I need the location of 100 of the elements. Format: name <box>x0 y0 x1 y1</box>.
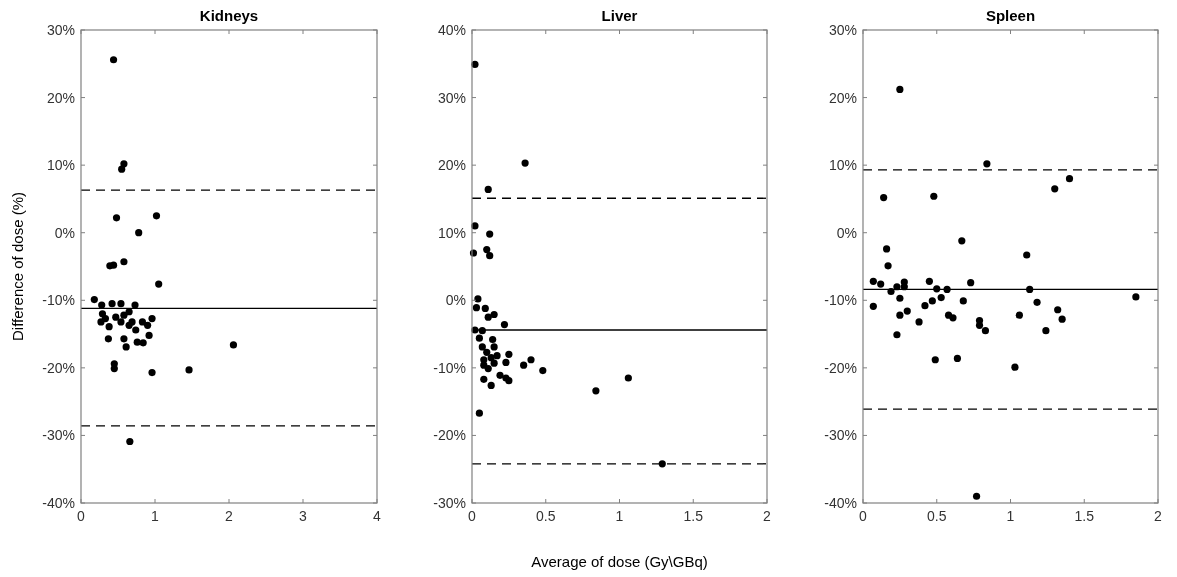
point <box>1042 327 1050 335</box>
x-tick-label: 1 <box>1006 508 1015 524</box>
point <box>144 321 152 329</box>
point <box>527 356 535 364</box>
point <box>90 296 98 304</box>
point <box>126 437 134 446</box>
y-tick-label: 10% <box>437 224 466 241</box>
point <box>869 302 877 310</box>
point <box>967 279 975 287</box>
x-tick-label: 2 <box>225 508 234 524</box>
point <box>483 246 491 254</box>
point <box>884 262 892 270</box>
x-tick-label: 4 <box>373 508 382 524</box>
point <box>478 343 486 351</box>
chart-title: Kidneys <box>199 7 259 24</box>
point <box>505 350 513 358</box>
x-tick-label: 0 <box>468 508 477 524</box>
y-tick-label: 30% <box>46 22 75 38</box>
y-tick-label: 0% <box>836 224 857 241</box>
point <box>928 297 936 305</box>
y-tick-label: -40% <box>824 495 857 511</box>
point <box>953 354 961 362</box>
point <box>500 321 509 329</box>
point <box>658 460 666 468</box>
point <box>887 287 895 296</box>
chart-title: Liver <box>601 7 638 24</box>
y-tick-label: -10% <box>433 359 466 376</box>
point <box>893 283 901 291</box>
point <box>981 327 990 335</box>
point <box>109 261 118 269</box>
point <box>915 318 923 326</box>
point <box>131 301 139 309</box>
point <box>900 283 908 291</box>
point <box>1023 251 1031 259</box>
point <box>489 335 497 344</box>
point <box>475 334 483 342</box>
y-tick-label: -20% <box>42 359 75 376</box>
point <box>133 338 141 346</box>
point <box>125 308 133 316</box>
point <box>112 214 121 222</box>
point <box>490 343 498 351</box>
point <box>921 302 929 310</box>
point <box>1011 363 1019 371</box>
x-axis-title: Average of dose (Gy\GBq) <box>531 553 708 570</box>
point <box>975 321 984 329</box>
y-tick-label: 0% <box>54 224 75 241</box>
point <box>155 280 163 288</box>
point <box>472 304 481 312</box>
y-tick-label: 20% <box>437 157 466 174</box>
point <box>893 331 901 339</box>
y-tick-label: -30% <box>824 427 857 444</box>
point <box>869 277 877 285</box>
point <box>903 307 911 315</box>
point <box>958 237 966 245</box>
point <box>930 192 938 200</box>
x-tick-label: 0 <box>859 508 868 524</box>
x-tick-label: 0.5 <box>536 508 556 524</box>
point <box>493 352 501 360</box>
point <box>120 335 128 343</box>
x-tick-label: 0.5 <box>927 508 947 524</box>
x-tick-label: 2 <box>763 508 772 524</box>
point <box>883 245 891 253</box>
point <box>983 160 991 168</box>
y-tick-label: -30% <box>433 495 466 511</box>
y-tick-label: 20% <box>828 89 857 106</box>
point <box>486 230 494 238</box>
x-tick-label: 1.5 <box>683 508 704 524</box>
point <box>925 277 933 285</box>
point <box>483 348 491 356</box>
point <box>117 318 125 326</box>
point <box>592 387 600 395</box>
point <box>148 314 156 323</box>
y-tick-label: 30% <box>828 22 857 38</box>
point <box>1026 285 1034 294</box>
point <box>487 381 495 390</box>
y-tick-label: -10% <box>824 292 857 309</box>
point <box>132 326 140 334</box>
point <box>475 409 483 417</box>
point <box>120 160 128 168</box>
point <box>502 358 510 367</box>
y-tick-label: -40% <box>42 495 75 511</box>
point <box>521 159 529 167</box>
point <box>896 311 904 319</box>
point <box>539 366 547 375</box>
point <box>117 300 125 308</box>
point <box>1033 298 1041 306</box>
point <box>135 229 143 237</box>
y-tick-label: -20% <box>824 359 857 376</box>
y-tick-label: 30% <box>437 89 466 106</box>
point <box>484 364 492 373</box>
point <box>112 313 120 321</box>
y-tick-label: 10% <box>46 157 75 174</box>
point <box>896 85 904 94</box>
point <box>937 293 945 302</box>
point <box>490 310 498 319</box>
point <box>480 375 488 383</box>
point <box>972 492 981 500</box>
point <box>98 301 106 309</box>
point <box>118 165 126 173</box>
point <box>120 258 128 266</box>
